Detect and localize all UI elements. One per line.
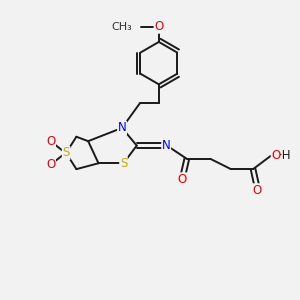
Text: CH₃: CH₃ bbox=[112, 22, 132, 32]
Text: N: N bbox=[162, 139, 171, 152]
Text: O: O bbox=[154, 20, 164, 33]
Text: O: O bbox=[253, 184, 262, 197]
Text: S: S bbox=[62, 146, 70, 159]
Text: N: N bbox=[118, 122, 126, 134]
Text: O: O bbox=[46, 135, 56, 148]
Text: O: O bbox=[46, 158, 56, 171]
Text: O: O bbox=[271, 149, 280, 162]
Text: O: O bbox=[178, 173, 187, 186]
Text: S: S bbox=[120, 157, 127, 170]
Text: ·H: ·H bbox=[279, 149, 292, 162]
